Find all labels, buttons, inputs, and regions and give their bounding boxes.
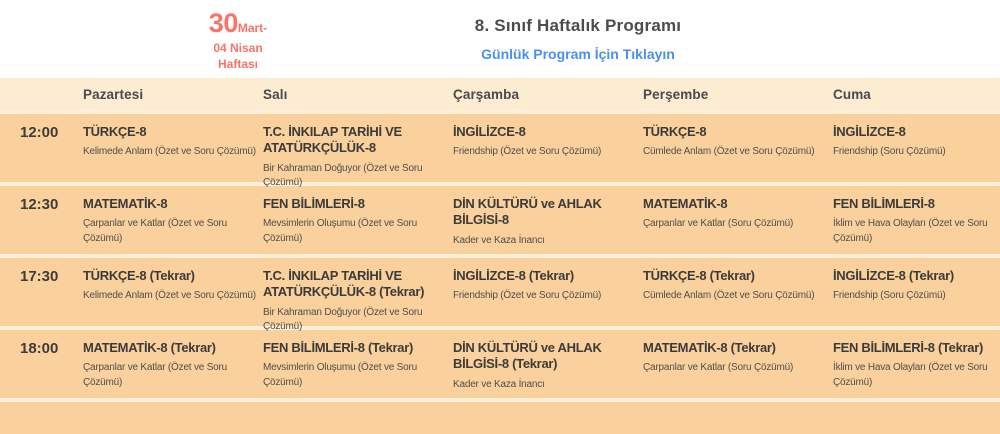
lesson-subject: MATEMATİK-8 (Tekrar) <box>83 340 216 355</box>
time-label: 12:00 <box>20 124 59 141</box>
lesson-topic: Friendship (Soru Çözümü) <box>833 146 946 158</box>
lesson-cell: DİN KÜLTÜRÜ ve AHLAK BİLGİSİ-8 Kader ve K… <box>453 186 643 254</box>
day-header-row: Pazartesi Salı Çarşamba Perşembe Cuma <box>0 78 1000 110</box>
lesson-topic: Cümlede Anlam (Özet ve Soru Çözümü) <box>643 290 815 302</box>
lesson-subject: DİN KÜLTÜRÜ ve AHLAK BİLGİSİ-8 <box>453 196 602 228</box>
lesson-cell: TÜRKÇE-8 (Tekrar) Kelimede Anlam (Özet ve… <box>83 258 263 335</box>
time-label: 17:30 <box>20 268 59 285</box>
week-start-date: 30Mart- <box>198 6 278 41</box>
lesson-topic: Mevsimlerin Oluşumu (Özet ve Soru Çözümü… <box>263 218 418 244</box>
lesson-topic: Bir Kahraman Doğuyor (Özet ve Soru Çözüm… <box>263 162 423 189</box>
week-label: Haftası <box>217 56 258 71</box>
lesson-subject: İNGİLİZCE-8 <box>833 124 906 139</box>
lesson-cell: İNGİLİZCE-8 Friendship (Özet ve Soru Çözü… <box>453 114 643 191</box>
daily-program-link[interactable]: Günlük Program İçin Tıklayın <box>481 46 675 62</box>
week-date-badge: 30Mart- 04 Nisan Haftası <box>198 6 278 72</box>
lesson-topic: Kader ve Kaza İnancı <box>453 378 545 390</box>
lesson-cell: TÜRKÇE-8 Kelimede Anlam (Özet ve Soru Çöz… <box>83 114 263 191</box>
lesson-subject: İNGİLİZCE-8 (Tekrar) <box>453 268 574 283</box>
lesson-cell: FEN BİLİMLERİ-8 Mevsimlerin Oluşumu (Özet… <box>263 186 453 254</box>
lesson-subject: MATEMATİK-8 <box>643 196 728 211</box>
lesson-cell: T.C. İNKILAP TARİHİ VE ATATÜRKÇÜLÜK-8 Bir… <box>263 114 453 191</box>
lesson-topic: Kelimede Anlam (Özet ve Soru Çözümü) <box>83 290 256 302</box>
lesson-cell: MATEMATİK-8 Çarpanlar ve Katlar (Özet ve … <box>83 186 263 254</box>
week-end-date: 04 Nisan <box>213 41 263 56</box>
schedule-row: 12:30 MATEMATİK-8 Çarpanlar ve Katlar (Öze… <box>0 182 1000 254</box>
lesson-topic: Friendship (Soru Çözümü) <box>833 290 946 302</box>
lesson-subject: FEN BİLİMLERİ-8 <box>263 196 365 211</box>
weekly-schedule-table: Pazartesi Salı Çarşamba Perşembe Cuma 12:00 T… <box>0 78 1000 434</box>
lesson-subject: FEN BİLİMLERİ-8 (Tekrar) <box>833 340 984 355</box>
schedule-rows: 12:00 TÜRKÇE-8 Kelimede Anlam (Özet ve Sor… <box>0 110 1000 398</box>
lesson-topic: Cümlede Anlam (Özet ve Soru Çözümü) <box>643 146 815 158</box>
lesson-cell: TÜRKÇE-8 Cümlede Anlam (Özet ve Soru Çözü… <box>643 114 833 191</box>
lesson-topic: İklim ve Hava Olayları (Özet ve Soru Çöz… <box>833 362 988 388</box>
lesson-subject: TÜRKÇE-8 <box>643 124 707 139</box>
lesson-subject: İNGİLİZCE-8 (Tekrar) <box>833 268 954 283</box>
page-header: 30Mart- 04 Nisan Haftası 8. Sınıf Haftal… <box>0 0 1000 78</box>
lesson-cell: FEN BİLİMLERİ-8 (Tekrar) Mevsimlerin Oluş… <box>263 330 453 398</box>
next-row-partial <box>0 398 1000 434</box>
lesson-topic: Çarpanlar ve Katlar (Özet ve Soru Çözümü… <box>83 362 228 388</box>
lesson-topic: Çarpanlar ve Katlar (Soru Çözümü) <box>643 218 794 230</box>
lesson-subject: İNGİLİZCE-8 <box>453 124 526 139</box>
day-header-tuesday: Salı <box>263 86 288 102</box>
lesson-topic: Kader ve Kaza İnancı <box>453 234 545 246</box>
page-title: 8. Sınıf Haftalık Programı <box>474 16 682 35</box>
lesson-subject: TÜRKÇE-8 (Tekrar) <box>643 268 755 283</box>
day-header-monday: Pazartesi <box>83 86 144 102</box>
week-start-month: Mart- <box>237 21 268 35</box>
lesson-subject: DİN KÜLTÜRÜ ve AHLAK BİLGİSİ-8 (Tekrar) <box>453 340 602 372</box>
lesson-cell: MATEMATİK-8 Çarpanlar ve Katlar (Soru Çöz… <box>643 186 833 254</box>
lesson-cell: MATEMATİK-8 (Tekrar) Çarpanlar ve Katlar … <box>643 330 833 398</box>
lesson-subject: TÜRKÇE-8 (Tekrar) <box>83 268 195 283</box>
lesson-subject: TÜRKÇE-8 <box>83 124 147 139</box>
lesson-topic: İklim ve Hava Olayları (Özet ve Soru Çöz… <box>833 218 988 244</box>
lesson-cell: MATEMATİK-8 (Tekrar) Çarpanlar ve Katlar … <box>83 330 263 398</box>
lesson-cell: İNGİLİZCE-8 Friendship (Soru Çözümü) <box>833 114 1000 191</box>
lesson-topic: Bir Kahraman Doğuyor (Özet ve Soru Çözüm… <box>263 306 423 333</box>
week-start-day: 30 <box>208 8 239 38</box>
lesson-cell: İNGİLİZCE-8 (Tekrar) Friendship (Soru Çöz… <box>833 258 1000 335</box>
lesson-subject: FEN BİLİMLERİ-8 <box>833 196 935 211</box>
lesson-topic: Çarpanlar ve Katlar (Özet ve Soru Çözümü… <box>83 218 228 244</box>
lesson-topic: Mevsimlerin Oluşumu (Özet ve Soru Çözümü… <box>263 362 418 388</box>
lesson-subject: T.C. İNKILAP TARİHİ VE ATATÜRKÇÜLÜK-8 (T… <box>263 268 425 300</box>
lesson-cell: FEN BİLİMLERİ-8 İklim ve Hava Olayları (Ö… <box>833 186 1000 254</box>
schedule-row: 17:30 TÜRKÇE-8 (Tekrar) Kelimede Anlam (Öz… <box>0 254 1000 332</box>
lesson-cell: TÜRKÇE-8 (Tekrar) Cümlede Anlam (Özet ve … <box>643 258 833 335</box>
lesson-topic: Friendship (Özet ve Soru Çözümü) <box>453 146 602 158</box>
lesson-cell: DİN KÜLTÜRÜ ve AHLAK BİLGİSİ-8 (Tekrar) K… <box>453 330 643 398</box>
lesson-cell: T.C. İNKILAP TARİHİ VE ATATÜRKÇÜLÜK-8 (T… <box>263 258 453 335</box>
lesson-topic: Çarpanlar ve Katlar (Soru Çözümü) <box>643 362 794 374</box>
title-block: 8. Sınıf Haftalık Programı Günlük Progra… <box>475 16 681 64</box>
day-header-wednesday: Çarşamba <box>453 86 520 102</box>
day-header-thursday: Perşembe <box>643 86 709 102</box>
lesson-cell: FEN BİLİMLERİ-8 (Tekrar) İklim ve Hava Ol… <box>833 330 1000 398</box>
lesson-subject: MATEMATİK-8 <box>83 196 168 211</box>
schedule-row: 12:00 TÜRKÇE-8 Kelimede Anlam (Özet ve Sor… <box>0 110 1000 188</box>
time-label: 12:30 <box>20 196 59 213</box>
schedule-row: 18:00 MATEMATİK-8 (Tekrar) Çarpanlar ve Ka… <box>0 326 1000 398</box>
lesson-subject: MATEMATİK-8 (Tekrar) <box>643 340 776 355</box>
lesson-topic: Kelimede Anlam (Özet ve Soru Çözümü) <box>83 146 256 158</box>
lesson-cell: İNGİLİZCE-8 (Tekrar) Friendship (Özet ve … <box>453 258 643 335</box>
day-header-friday: Cuma <box>833 86 871 102</box>
time-label: 18:00 <box>20 340 59 357</box>
lesson-subject: FEN BİLİMLERİ-8 (Tekrar) <box>263 340 414 355</box>
lesson-subject: T.C. İNKILAP TARİHİ VE ATATÜRKÇÜLÜK-8 <box>263 124 402 156</box>
lesson-topic: Friendship (Özet ve Soru Çözümü) <box>453 290 602 302</box>
